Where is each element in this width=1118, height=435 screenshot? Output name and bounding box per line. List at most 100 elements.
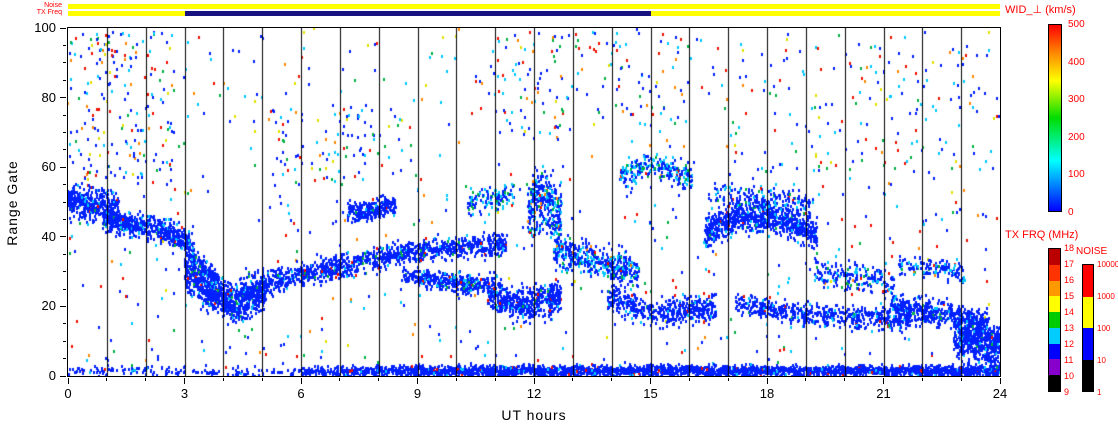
y-tick — [60, 97, 66, 99]
x-tick — [106, 378, 108, 381]
noise-colorbar-cell — [1083, 328, 1093, 360]
txfrq-colorbar-title: TX FRQ (MHz) — [1005, 229, 1079, 241]
y-tick — [60, 27, 66, 29]
txfrq-tick-label: 15 — [1064, 291, 1075, 301]
x-tick — [339, 378, 341, 381]
x-tick — [67, 378, 69, 384]
strip-segment — [184, 11, 651, 16]
scatter-plot-canvas — [67, 27, 1001, 377]
y-tick — [60, 305, 66, 307]
x-tick — [222, 378, 224, 381]
txfrq-colorbar-cell — [1049, 327, 1060, 344]
noise-tick-label: 1000 — [1097, 292, 1115, 301]
x-tick — [766, 378, 768, 384]
x-tick-label: 15 — [643, 386, 658, 401]
txfrq-colorbar — [1048, 248, 1061, 392]
y-tick-label: 100 — [34, 20, 56, 35]
y-tick-label: 0 — [48, 368, 56, 383]
x-tick — [883, 378, 884, 384]
x-tick — [533, 378, 535, 384]
wid-tick-label: 0 — [1068, 207, 1074, 218]
x-tick — [417, 378, 418, 384]
txfrq-tick-label: 13 — [1064, 323, 1075, 333]
txfrq-tick-label: 14 — [1064, 307, 1075, 317]
x-tick — [805, 378, 807, 381]
y-tick — [63, 201, 66, 203]
wid-tick-label: 100 — [1068, 169, 1085, 181]
noise-tick-label: 1 — [1097, 388, 1102, 397]
x-tick — [378, 378, 380, 381]
txfrq-tick-label: 10 — [1064, 371, 1075, 381]
y-tick — [63, 131, 66, 133]
y-tick-label: 40 — [41, 228, 56, 244]
x-tick-label: 3 — [180, 386, 189, 401]
wid-tick-label: 300 — [1068, 94, 1085, 106]
x-tick — [494, 378, 496, 381]
noise-status-strip — [68, 4, 1000, 9]
x-axis-label: UT hours — [501, 407, 567, 423]
txfreq-strip-label: TX Freq — [36, 9, 62, 16]
txfrq-tick-label: 18 — [1064, 243, 1075, 253]
x-tick-label: 21 — [876, 386, 891, 401]
wid-colorbar-title: WID_⊥ (km/s) — [1005, 4, 1076, 16]
noise-tick-label: 10000 — [1097, 260, 1118, 269]
y-tick — [63, 340, 66, 342]
x-tick-label: 9 — [413, 386, 422, 401]
x-tick — [650, 378, 651, 384]
noise-tick-label: 100 — [1097, 324, 1111, 333]
wid-tick-label: 200 — [1068, 131, 1085, 143]
txfrq-colorbar-cell — [1049, 264, 1060, 281]
txfrq-colorbar-cell — [1049, 296, 1060, 313]
x-tick — [261, 378, 263, 381]
y-tick — [63, 253, 66, 255]
y-tick — [60, 236, 66, 238]
y-tick — [63, 114, 66, 116]
strip-segment — [650, 11, 1000, 16]
txfrq-colorbar-cell — [1049, 249, 1060, 265]
txfrq-colorbar-cell — [1049, 343, 1060, 360]
y-tick — [60, 375, 66, 377]
wid-tick-label: 500 — [1068, 19, 1085, 30]
y-tick — [63, 44, 66, 46]
noise-colorbar-title: NOISE — [1076, 246, 1108, 257]
noise-colorbar-cell — [1083, 359, 1093, 391]
x-tick — [572, 378, 574, 381]
x-tick — [455, 378, 457, 381]
txfrq-tick-label: 17 — [1064, 259, 1075, 269]
x-tick — [727, 378, 729, 381]
y-tick — [63, 62, 66, 64]
wid-tick-label: 400 — [1068, 56, 1085, 68]
y-tick-label: 20 — [41, 298, 56, 314]
x-tick-label: 12 — [526, 386, 542, 401]
y-tick-label: 80 — [41, 89, 56, 105]
strip-segment — [68, 11, 185, 16]
x-tick — [960, 378, 962, 381]
txfrq-colorbar-cell — [1049, 359, 1060, 376]
y-tick — [63, 323, 66, 325]
y-tick — [63, 184, 66, 186]
noise-strip-label: Noise — [44, 2, 62, 9]
txfrq-colorbar-cell — [1049, 312, 1060, 328]
y-tick — [63, 288, 66, 290]
txfrq-tick-label: 11 — [1064, 355, 1074, 365]
y-tick — [63, 149, 66, 151]
x-tick — [999, 378, 1001, 384]
x-tick — [145, 378, 147, 381]
txfreq-status-strip — [68, 11, 1000, 16]
y-tick — [63, 271, 66, 273]
x-tick-label: 0 — [64, 386, 72, 401]
x-tick — [611, 378, 613, 381]
y-axis-label: Range Gate — [4, 160, 20, 246]
noise-colorbar-cell — [1083, 296, 1093, 328]
y-tick — [63, 358, 66, 360]
wid-colorbar — [1048, 24, 1062, 212]
x-tick — [844, 378, 846, 381]
txfrq-colorbar-cell — [1049, 375, 1060, 392]
x-tick — [300, 378, 302, 384]
x-tick — [921, 378, 923, 381]
txfrq-tick-label: 12 — [1064, 339, 1075, 349]
x-tick-label: 18 — [759, 386, 775, 401]
y-tick-label: 60 — [41, 159, 56, 175]
noise-colorbar-cell — [1083, 265, 1093, 297]
